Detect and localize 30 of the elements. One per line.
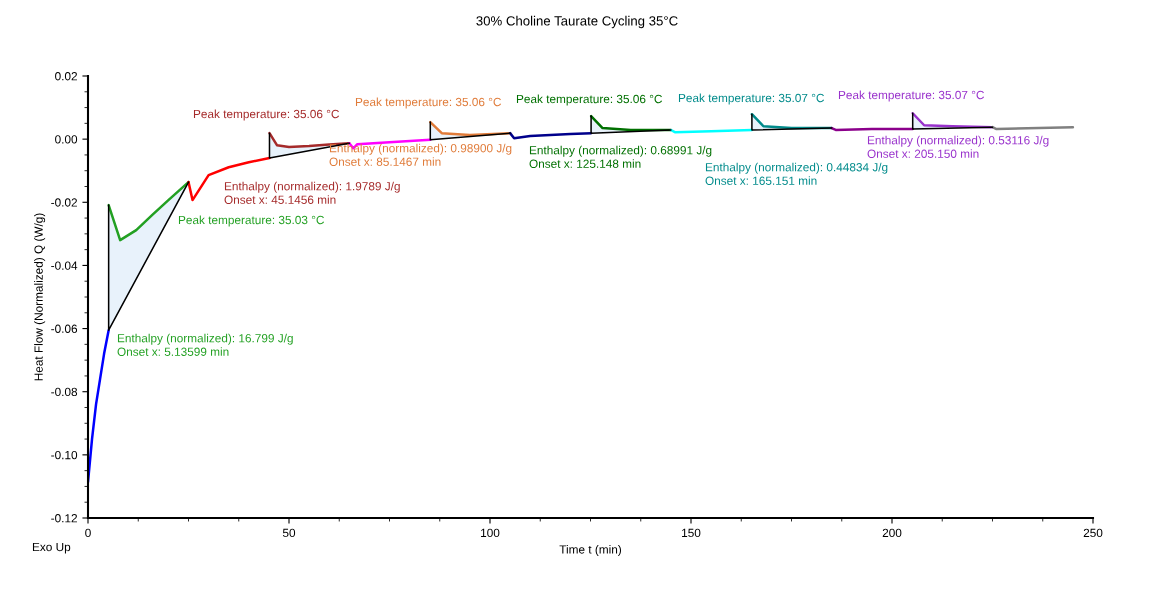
annotation: Peak temperature: 35.06 °C — [516, 94, 663, 106]
annotation: Enthalpy (normalized): 16.799 J/g Onset x: 5.13599 min — [117, 333, 293, 356]
y-tick-label: -0.10 — [51, 450, 78, 460]
annotation: Enthalpy (normalized): 0.53116 J/g Onset x: 205.150 min — [867, 135, 1049, 158]
annotation: Peak temperature: 35.07 °C — [838, 90, 985, 102]
annotation: Peak temperature: 35.06 °C — [355, 97, 502, 109]
x-tick-label: 50 — [282, 528, 296, 538]
y-tick-label: -0.04 — [51, 261, 78, 270]
annotation: Enthalpy (normalized): 0.44834 J/g Onset x: 165.151 min — [705, 162, 888, 185]
x-tick-label: 100 — [481, 528, 500, 538]
annotation: Enthalpy (normalized): 0.98900 J/g Onset x: 85.1467 min — [329, 143, 512, 166]
y-tick-label: -0.08 — [51, 387, 78, 397]
annotation: Peak temperature: 35.06 °C — [193, 109, 340, 121]
x-tick-label: 250 — [1083, 528, 1103, 538]
annotation: Enthalpy (normalized): 1.9789 J/g Onset x: 45.1456 min — [224, 181, 400, 204]
x-tick-label: 200 — [882, 528, 902, 538]
text: Exo Up — [32, 542, 71, 554]
annotation: Peak temperature: 35.07 °C — [678, 93, 825, 105]
y-tick-label: -0.02 — [51, 198, 77, 207]
line-series — [187, 156, 271, 202]
y-tick-label: 0.02 — [55, 72, 77, 81]
x-tick-label: 0 — [85, 528, 91, 538]
annotation: Peak temperature: 35.03 °C — [178, 215, 325, 227]
y-tick-label: 0.00 — [55, 135, 78, 144]
chart-title: 30% Choline Taurate Cycling 35°C — [476, 15, 678, 29]
y-tick-label: -0.06 — [51, 324, 78, 333]
y-axis-title: Heat Flow (Normalized) Q (W/g) — [34, 213, 46, 381]
x-tick-label: 150 — [682, 528, 701, 538]
x-axis-title: Time t (min) — [559, 544, 622, 556]
y-tick-label: -0.12 — [51, 514, 77, 523]
